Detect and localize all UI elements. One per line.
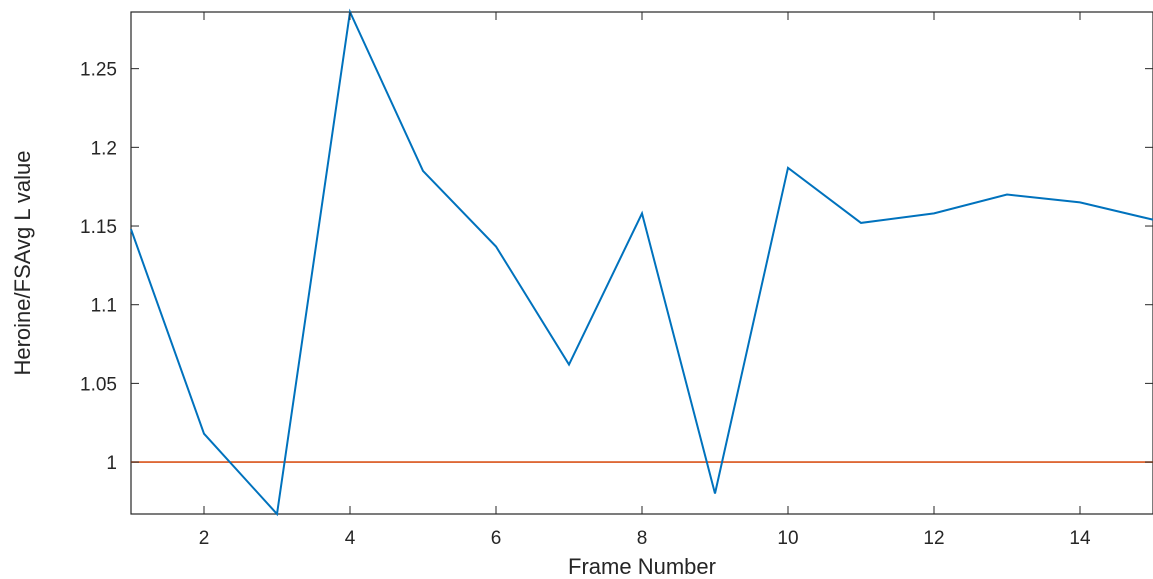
y-tick-label: 1.15 bbox=[80, 217, 117, 238]
axes-box bbox=[130, 11, 1153, 515]
x-tick-label: 12 bbox=[923, 528, 944, 549]
y-tick-label: 1.25 bbox=[80, 60, 117, 81]
y-axis-ticks: 1 1.05 1.1 1.15 1.2 1.25 bbox=[80, 60, 1153, 474]
series-layer bbox=[130, 8, 1153, 517]
y-axis-label: Heroine/FSAvg L value bbox=[10, 150, 35, 375]
x-tick-label: 6 bbox=[491, 528, 502, 549]
x-axis-label: Frame Number bbox=[568, 554, 716, 579]
x-tick-label: 10 bbox=[777, 528, 798, 549]
x-tick-label: 14 bbox=[1069, 528, 1091, 549]
y-tick-label: 1.2 bbox=[91, 138, 117, 159]
x-tick-label: 2 bbox=[199, 528, 210, 549]
x-tick-label: 8 bbox=[637, 528, 648, 549]
x-axis-ticks: 2 4 6 8 10 12 14 bbox=[199, 12, 1091, 549]
y-tick-label: 1 bbox=[106, 453, 117, 474]
series-line bbox=[130, 8, 1153, 517]
x-tick-label: 4 bbox=[345, 528, 356, 549]
y-tick-label: 1.1 bbox=[91, 296, 117, 317]
axes-frame bbox=[130, 11, 1153, 515]
y-tick-label: 1.05 bbox=[80, 374, 117, 395]
